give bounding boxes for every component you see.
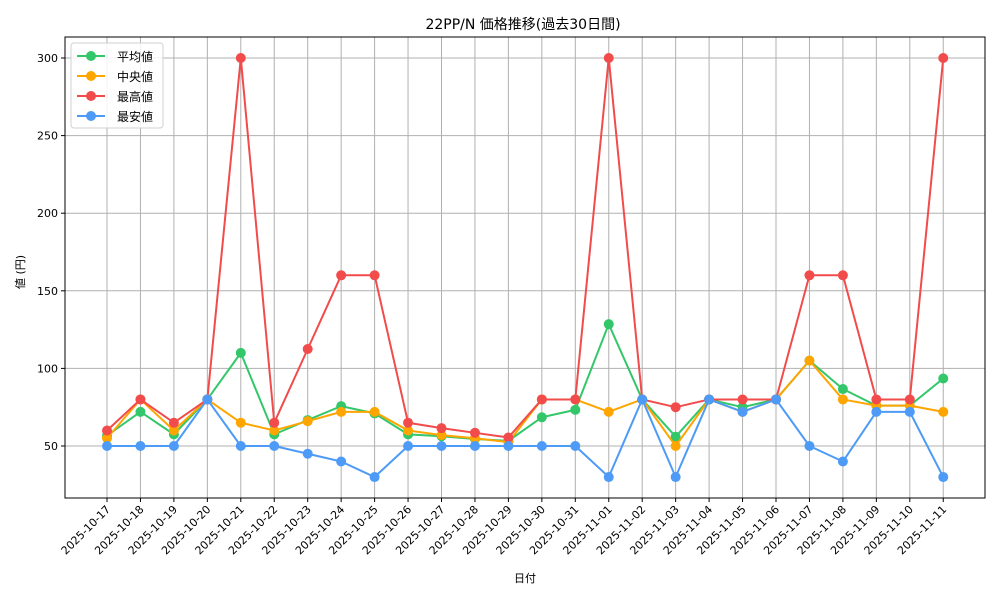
data-point <box>603 472 614 483</box>
data-point <box>269 425 280 436</box>
data-point <box>904 406 915 417</box>
data-point <box>570 394 581 405</box>
legend-marker-icon <box>86 111 96 121</box>
data-point <box>603 53 614 63</box>
data-point <box>235 53 246 63</box>
data-point <box>436 441 447 451</box>
plot-frame <box>64 36 986 499</box>
data-point <box>469 441 480 451</box>
series-lines <box>102 53 949 483</box>
y-tick-label: 250 <box>37 130 58 143</box>
data-point <box>904 394 915 405</box>
chart-title: 22PP/N 価格推移(過去30日間) <box>425 17 620 33</box>
data-point <box>336 406 347 417</box>
y-tick-label: 300 <box>37 52 58 65</box>
data-point <box>302 416 313 427</box>
data-point <box>235 441 246 451</box>
data-point <box>403 425 414 436</box>
y-axis: 50 100 150 200 250 300 <box>37 52 65 453</box>
data-point <box>135 441 146 451</box>
data-point <box>269 441 280 451</box>
data-point <box>168 417 179 428</box>
data-point <box>235 347 246 358</box>
data-point <box>403 441 414 451</box>
data-point <box>202 394 213 405</box>
data-point <box>168 425 179 436</box>
legend-marker-icon <box>86 91 96 101</box>
data-point <box>804 270 815 281</box>
data-point <box>235 417 246 428</box>
data-point <box>938 472 949 483</box>
data-point <box>670 402 681 413</box>
data-point <box>603 406 614 417</box>
data-point <box>804 441 815 451</box>
data-point <box>837 384 848 395</box>
data-point <box>336 270 347 281</box>
legend-label: 最高値 <box>117 89 153 104</box>
data-point <box>369 472 380 483</box>
data-point <box>302 344 313 354</box>
data-point <box>536 394 547 405</box>
data-point <box>135 406 146 417</box>
data-point <box>938 406 949 417</box>
y-tick-label: 50 <box>44 440 58 453</box>
x-axis-label: 日付 <box>514 572 536 585</box>
data-point <box>737 406 748 417</box>
data-point <box>737 394 748 405</box>
data-point <box>670 441 681 451</box>
data-point <box>503 432 514 443</box>
data-point <box>369 270 380 281</box>
x-axis: 2025-10-172025-10-182025-10-192025-10-20… <box>59 498 949 557</box>
data-point <box>670 431 681 442</box>
data-point <box>570 404 581 415</box>
data-point <box>637 394 648 405</box>
data-point <box>871 406 882 417</box>
data-point <box>302 448 313 459</box>
data-point <box>102 441 112 451</box>
data-point <box>570 441 581 451</box>
data-point <box>369 406 380 417</box>
data-point <box>837 394 848 405</box>
y-tick-label: 100 <box>37 362 58 375</box>
data-point <box>269 417 280 428</box>
data-point <box>938 373 949 384</box>
data-point <box>938 53 949 63</box>
legend-label: 中央値 <box>117 69 153 84</box>
data-point <box>603 319 614 330</box>
legend-marker-icon <box>86 71 96 81</box>
data-point <box>102 425 112 436</box>
y-tick-label: 200 <box>37 207 58 220</box>
data-point <box>336 456 347 467</box>
legend-label: 最安値 <box>117 109 153 124</box>
data-point <box>536 412 547 423</box>
y-axis-label: 値 (円) <box>14 255 27 289</box>
data-point <box>536 441 547 451</box>
data-point <box>670 472 681 483</box>
legend-label: 平均値 <box>117 49 153 64</box>
data-point <box>503 441 514 451</box>
data-point <box>135 394 146 405</box>
data-point <box>704 394 715 405</box>
data-point <box>469 427 480 438</box>
data-point <box>168 441 179 451</box>
series-最安値 <box>102 394 949 483</box>
legend-box <box>70 42 164 129</box>
data-point <box>771 394 781 405</box>
legend-marker-icon <box>86 51 96 61</box>
data-point <box>804 355 815 366</box>
data-point <box>102 433 112 444</box>
data-point <box>436 423 447 434</box>
series-平均値 <box>102 319 949 446</box>
data-point <box>871 394 882 405</box>
data-point <box>837 456 848 467</box>
data-point <box>837 270 848 281</box>
series-最高値 <box>102 53 949 443</box>
data-point <box>436 430 447 441</box>
data-point <box>403 417 414 428</box>
y-tick-label: 150 <box>37 285 58 298</box>
